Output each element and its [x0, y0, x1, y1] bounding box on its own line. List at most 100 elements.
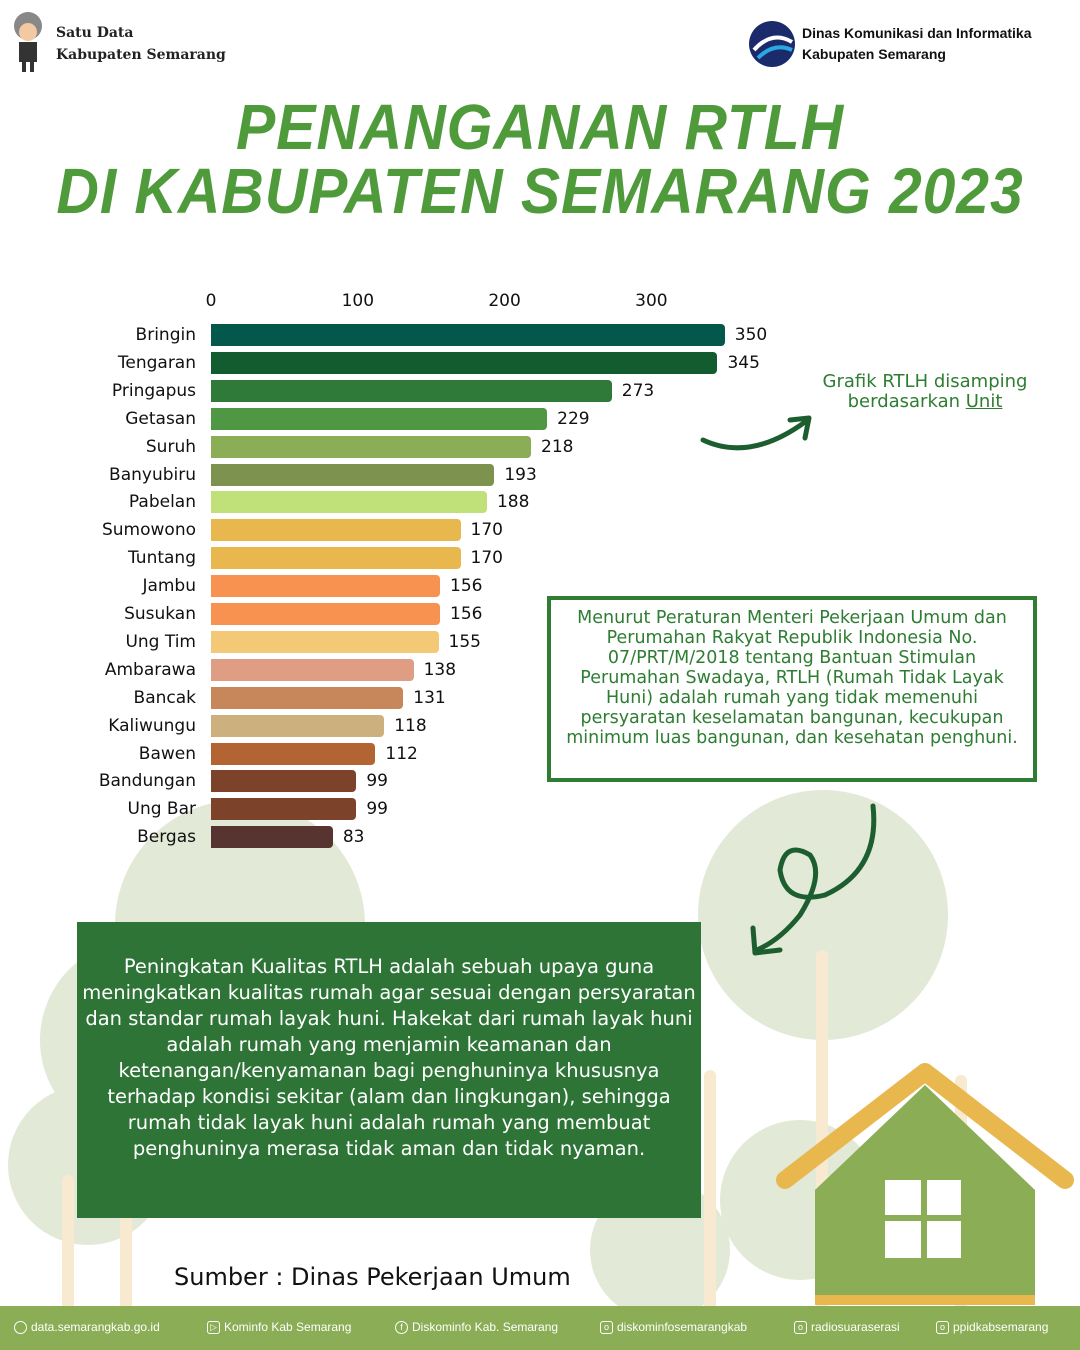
- footer-instagram-diskominfo[interactable]: o diskominfosemarangkab: [600, 1320, 747, 1334]
- chart-note: Grafik RTLH disamping berdasarkan Unit: [800, 372, 1050, 412]
- value-label: 170: [470, 520, 503, 541]
- footer-label: data.semarangkab.go.id: [31, 1320, 160, 1334]
- category-label: Tengaran: [117, 352, 196, 373]
- bar-ung-bar: [211, 798, 357, 821]
- bar-bringin: [211, 324, 725, 346]
- category-label: Jambu: [142, 576, 196, 597]
- value-label: 229: [557, 408, 590, 429]
- footer: data.semarangkab.go.id ▷ Kominfo Kab Sema…: [0, 1306, 1080, 1350]
- category-label: Sumowono: [101, 520, 196, 541]
- value-label: 99: [366, 771, 388, 792]
- header-right-line1: Dinas Komunikasi dan Informatika: [802, 25, 1032, 41]
- bar-getasan: [211, 407, 548, 430]
- bg-post: [62, 1175, 74, 1306]
- footer-label: Kominfo Kab Semarang: [224, 1320, 352, 1334]
- instagram-icon: o: [600, 1320, 613, 1334]
- category-label: Getasan: [125, 408, 196, 429]
- bar-tuntang: [211, 547, 461, 570]
- value-label: 170: [470, 548, 503, 569]
- kominfo-logo: [749, 21, 795, 67]
- value-label: 156: [450, 604, 483, 624]
- value-label: 188: [496, 492, 530, 513]
- category-label: Banyubiru: [109, 464, 196, 485]
- curved-arrow-icon: [700, 415, 812, 451]
- value-label: 131: [413, 687, 446, 708]
- facebook-icon: f: [395, 1320, 408, 1334]
- value-label: 345: [727, 352, 760, 373]
- category-label: Pringapus: [111, 380, 196, 401]
- bar-sumowono: [211, 519, 461, 542]
- instagram-icon: o: [794, 1320, 807, 1334]
- header-right-line2: Kabupaten Semarang: [802, 46, 946, 62]
- instagram-icon: o: [936, 1320, 949, 1334]
- x-tick-label: 0: [205, 291, 217, 311]
- description-box: Peningkatan Kualitas RTLH adalah sebuah …: [77, 922, 701, 1218]
- house-illustration: [776, 1063, 1074, 1305]
- category-label: Pabelan: [128, 492, 196, 513]
- loop-arrow-icon: [750, 803, 877, 956]
- bar-pabelan: [211, 491, 487, 514]
- category-label: Bringin: [135, 325, 196, 345]
- footer-instagram-ppid[interactable]: o ppidkabsemarang: [936, 1320, 1048, 1334]
- footer-website[interactable]: data.semarangkab.go.id: [14, 1320, 160, 1334]
- footer-instagram-radio[interactable]: o radiosuaraserasi: [794, 1320, 900, 1334]
- note-text: Grafik RTLH disamping berdasarkan: [822, 371, 1028, 412]
- value-label: 118: [394, 715, 427, 736]
- value-label: 218: [541, 436, 574, 457]
- category-label: Ung Bar: [127, 799, 196, 820]
- bar-kaliwungu: [211, 714, 385, 737]
- x-tick-label: 100: [341, 291, 375, 311]
- value-label: 155: [448, 631, 481, 652]
- bar-tengaran: [211, 351, 718, 374]
- footer-label: Diskominfo Kab. Semarang: [412, 1320, 559, 1334]
- footer-label: ppidkabsemarang: [953, 1320, 1049, 1334]
- bar-ambarawa: [211, 658, 414, 681]
- footer-label: diskominfosemarangkab: [617, 1320, 748, 1334]
- bar-jambu: [211, 575, 440, 598]
- x-tick-label: 200: [488, 291, 521, 311]
- bar-banyubiru: [211, 463, 495, 486]
- bar-suruh: [211, 435, 532, 458]
- footer-label: radiosuaraserasi: [811, 1320, 900, 1334]
- category-label: Kaliwungu: [108, 715, 196, 736]
- category-label: Tuntang: [128, 548, 196, 569]
- value-label: 156: [450, 576, 483, 597]
- bar-pringapus: [211, 379, 612, 402]
- title-line2: DI KABUPATEN SEMARANG 2023: [56, 155, 1024, 227]
- mascot-logo: [14, 12, 42, 72]
- bar-ung-tim: [211, 630, 439, 653]
- satu-data-title: Satu Data Kabupaten Semarang: [56, 22, 226, 66]
- page-title: PENANGANAN RTLH DI KABUPATEN SEMARANG 202…: [43, 95, 1037, 223]
- value-label: 83: [342, 827, 365, 848]
- kominfo-title: Dinas Komunikasi dan Informatika Kabupate…: [802, 23, 1032, 65]
- value-label: 350: [734, 325, 768, 345]
- value-label: 99: [366, 799, 388, 820]
- category-label: Ung Tim: [125, 631, 196, 652]
- x-tick-label: 300: [635, 291, 668, 311]
- bar-susukan: [211, 603, 440, 625]
- definition-box: Menurut Peraturan Menteri Pekerjaan Umum…: [547, 596, 1037, 782]
- header-left-line1: Satu Data: [56, 25, 134, 41]
- bar-bandungan: [211, 770, 357, 793]
- globe-icon: [14, 1320, 27, 1334]
- bar-bawen: [211, 742, 376, 765]
- category-label: Bancak: [133, 687, 196, 708]
- category-label: Bergas: [137, 827, 196, 848]
- bar-bancak: [211, 686, 404, 709]
- title-line1: PENANGANAN RTLH: [235, 91, 845, 163]
- note-unit: Unit: [965, 391, 1003, 412]
- header-left-line2: Kabupaten Semarang: [56, 47, 226, 63]
- category-label: Ambarawa: [104, 659, 196, 680]
- bar-bergas: [211, 826, 333, 849]
- footer-facebook[interactable]: f Diskominfo Kab. Semarang: [395, 1320, 558, 1334]
- bg-post: [704, 1070, 716, 1306]
- category-label: Suruh: [145, 436, 196, 457]
- footer-youtube[interactable]: ▷ Kominfo Kab Semarang: [207, 1320, 351, 1334]
- value-label: 112: [385, 743, 418, 764]
- category-label: Bandungan: [98, 771, 196, 792]
- category-label: Susukan: [124, 604, 196, 624]
- youtube-icon: ▷: [207, 1320, 220, 1334]
- value-label: 193: [504, 464, 537, 485]
- value-label: 273: [621, 380, 655, 401]
- source-text: Sumber : Dinas Pekerjaan Umum: [174, 1263, 571, 1291]
